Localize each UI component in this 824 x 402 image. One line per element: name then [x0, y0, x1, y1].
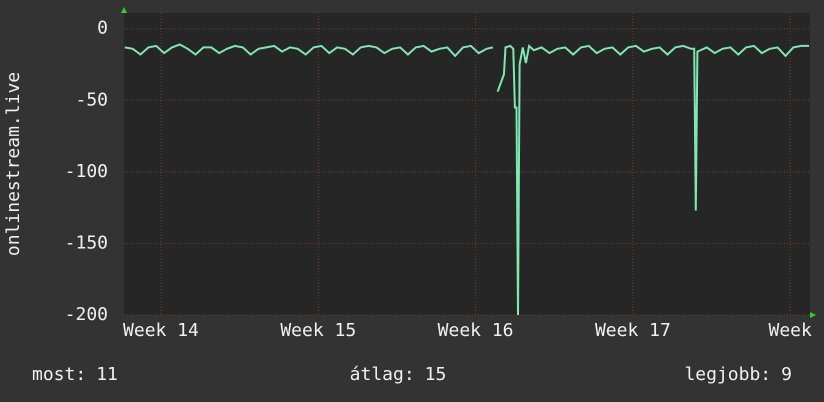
axis-arrow [121, 7, 127, 13]
y-tick-label: -150 [65, 232, 108, 253]
x-tick-label: Week 15 [280, 320, 356, 341]
x-tick-label: Week 17 [595, 320, 671, 341]
stat: átlag: 15 [350, 364, 447, 385]
y-tick-label: -100 [65, 161, 108, 182]
y-tick-label: 0 [97, 18, 108, 39]
plot-area [124, 13, 810, 315]
data-line [124, 43, 810, 316]
axis-arrow [810, 312, 816, 318]
stat-value: 11 [96, 364, 118, 385]
stat-value: 15 [425, 364, 447, 385]
stat: most: 11 [32, 364, 118, 385]
stat-label: most: [32, 364, 86, 385]
y-tick-label: -200 [65, 304, 108, 325]
x-tick-label: Week 14 [123, 320, 199, 341]
y-axis-label: onlinestream.live [3, 72, 24, 256]
stat-label: átlag: [350, 364, 415, 385]
x-tick-label: Week [769, 320, 813, 341]
y-tick-label: -50 [75, 89, 108, 110]
x-tick-label: Week 16 [438, 320, 514, 341]
stat-value: 9 [781, 364, 792, 385]
stat: legjobb: 9 [684, 364, 792, 385]
stat-label: legjobb: [684, 364, 771, 385]
